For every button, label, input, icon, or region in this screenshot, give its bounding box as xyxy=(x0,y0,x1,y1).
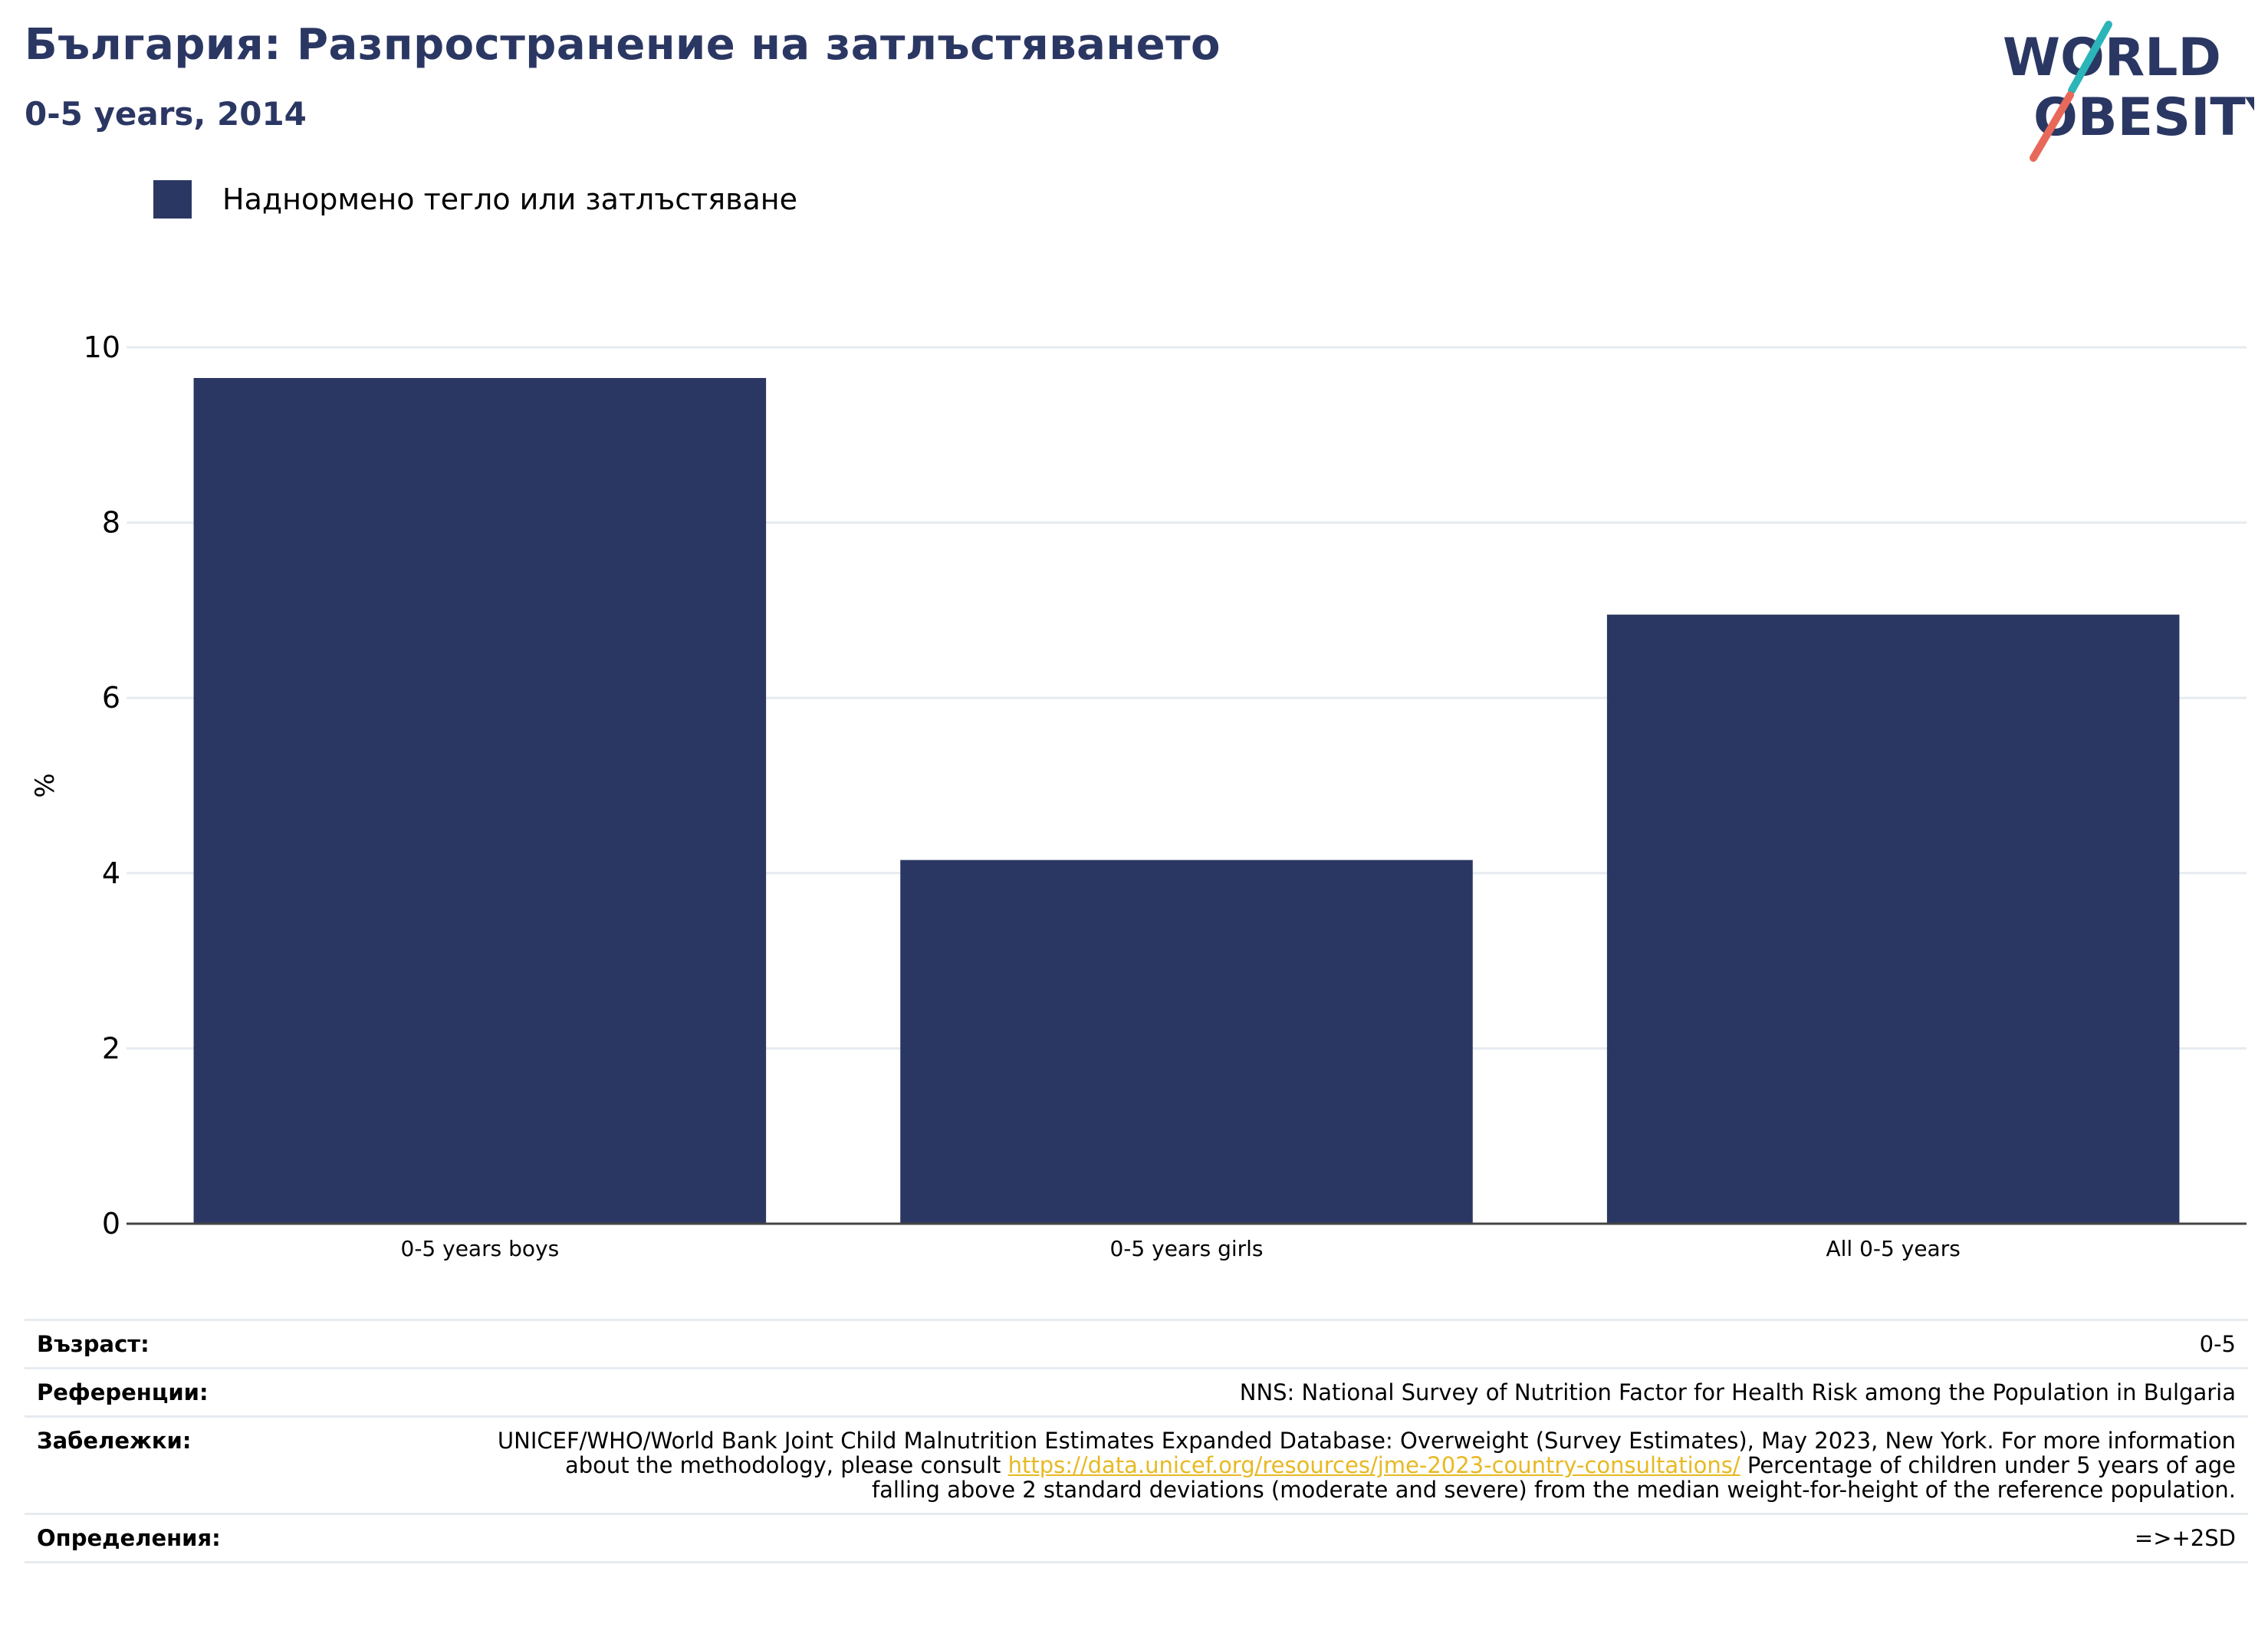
meta-val-definitions: =>+2SD xyxy=(478,1513,2248,1563)
logo-line1: WORLD xyxy=(2003,28,2221,88)
meta-row-notes: Забележки: UNICEF/WHO/World Bank Joint C… xyxy=(25,1415,2248,1515)
legend-label: Наднормено тегло или затлъстяване xyxy=(222,182,797,216)
page-subtitle: 0-5 years, 2014 xyxy=(25,95,307,133)
meta-key-references: Референции: xyxy=(25,1367,478,1418)
y-tick-label: 8 xyxy=(102,506,120,540)
y-axis-label: % xyxy=(30,773,61,797)
y-tick-label: 0 xyxy=(102,1207,120,1241)
metadata-table: Възраст: 0-5 Референции: NNS: National S… xyxy=(25,1319,2248,1563)
y-tick-label: 4 xyxy=(102,856,120,890)
legend: Наднормено тегло или затлъстяване xyxy=(153,178,797,221)
meta-row-age: Възраст: 0-5 xyxy=(25,1319,2248,1369)
bar-chart: 0 2 4 6 8 10 0-5 years boys 0-5 years girls All… xyxy=(30,330,2247,1261)
meta-key-age: Възраст: xyxy=(25,1319,478,1369)
bar xyxy=(193,378,767,1224)
x-tick-labels: 0-5 years boys 0-5 years girls All 0-5 yea… xyxy=(401,1236,1961,1261)
meta-key-definitions: Определения: xyxy=(25,1513,478,1563)
notes-text-pre: UNICEF/WHO/World Bank Joint Child Malnut… xyxy=(497,1428,2236,1478)
y-tick-label: 6 xyxy=(102,681,120,715)
meta-row-definitions: Определения: =>+2SD xyxy=(25,1513,2248,1563)
x-tick-label: All 0-5 years xyxy=(1826,1236,1961,1261)
world-obesity-logo: WORLD OBESITY xyxy=(2003,21,2254,162)
page-title: България: Разпространение на затлъстяван… xyxy=(25,20,1221,70)
meta-row-references: Референции: NNS: National Survey of Nutr… xyxy=(25,1367,2248,1418)
y-tick-label: 10 xyxy=(84,330,120,364)
x-tick-label: 0-5 years boys xyxy=(401,1236,560,1261)
bar xyxy=(1606,614,2180,1224)
bars xyxy=(193,378,2180,1224)
meta-key-notes: Забележки: xyxy=(25,1415,478,1515)
y-tick-label: 2 xyxy=(102,1031,120,1065)
logo-slash-coral xyxy=(2030,91,2074,162)
notes-link[interactable]: https://data.unicef.org/resources/jme-20… xyxy=(1007,1452,1740,1478)
meta-val-notes: UNICEF/WHO/World Bank Joint Child Malnut… xyxy=(478,1415,2248,1515)
legend-swatch xyxy=(153,180,192,219)
meta-val-age: 0-5 xyxy=(478,1319,2248,1369)
logo-slash-teal xyxy=(2068,21,2112,94)
x-tick-label: 0-5 years girls xyxy=(1109,1236,1263,1261)
bar xyxy=(900,860,1473,1224)
meta-val-references: NNS: National Survey of Nutrition Factor… xyxy=(478,1367,2248,1418)
notes-text-post: Percentage of children under 5 years of … xyxy=(871,1452,2236,1503)
y-tick-labels: 0 2 4 6 8 10 xyxy=(84,330,120,1241)
